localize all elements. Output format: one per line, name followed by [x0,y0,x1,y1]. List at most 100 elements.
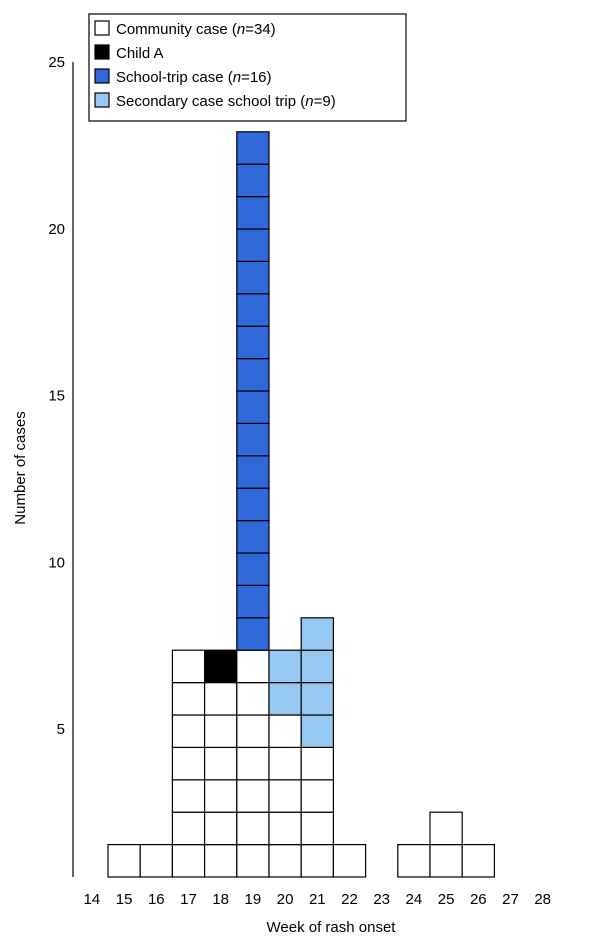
bar-cell [171,714,206,749]
x-tick-label: 27 [502,891,519,908]
bar-cell [107,843,141,878]
legend-series-count: 34 [254,21,271,38]
bar-cell [300,746,335,781]
bar-cell [139,843,173,878]
x-tick-label: 17 [180,891,197,908]
bar-cell [171,649,206,684]
bar-cell [171,681,206,716]
bar-cell [236,811,270,846]
bar-cell [236,519,270,554]
bar-cell [171,746,206,781]
bar-cell [397,843,431,878]
y-axis-title: Number of cases [12,411,29,524]
bar-cell [268,843,302,878]
y-tick-label: 15 [48,388,65,405]
x-tick-label: 18 [212,891,229,908]
bar-cell [268,746,302,781]
bar-cell [300,843,335,878]
legend-swatch [94,68,110,84]
bar-cell [171,811,206,846]
legend-series-name: Community case [116,21,228,38]
legend-swatch [94,20,110,36]
bar-cell [268,714,302,749]
x-tick-label: 25 [438,891,455,908]
bar-cell [204,681,238,716]
x-tick-label: 23 [373,891,390,908]
bar-cell [236,779,270,813]
legend-series-count: 16 [250,69,267,86]
bar-cell [429,811,463,846]
bar-cell [236,422,270,457]
x-tick-label: 19 [245,891,262,908]
bar-cell [300,649,335,684]
legend-series-name: Child A [116,45,164,62]
bar-cell [461,843,496,878]
bar-cell [236,293,270,327]
x-tick-label: 22 [341,891,358,908]
legend-box [88,13,407,122]
bar-cell [236,487,270,522]
bar-cell [236,325,270,360]
x-tick-label: 15 [116,891,133,908]
bar-cell [236,843,270,878]
bar-cell [236,260,270,295]
x-tick-label: 21 [309,891,326,908]
x-tick-labels: 14 15 16 17 18 19 20 21 22 23 24 25 26 27 28 [84,891,551,908]
bar-cell [300,714,335,749]
bar-cell [268,779,302,813]
legend: Community case (n=34) Child A School-trip … [88,13,407,122]
x-tick-label: 14 [84,891,101,908]
bar-cell [204,649,238,684]
bar-cell [204,746,238,781]
bar-cell [236,358,270,392]
legend-label: School-trip case (n=16) [116,69,272,86]
bars [107,131,496,878]
bar-cell [171,779,206,813]
bar-cell [236,584,270,619]
bar-cell [236,617,270,651]
y-tick-label: 25 [48,54,65,71]
x-axis-title: Week of rash onset [267,919,397,936]
bar-cell [236,649,270,684]
bar-cell [171,843,206,878]
bar-cell [332,843,367,878]
bar-cell [300,617,335,651]
x-tick-label: 26 [470,891,487,908]
legend-swatch [94,92,110,108]
bar-cell [236,163,270,198]
bar-cell [300,681,335,716]
bar-cell [236,196,270,230]
y-tick-labels: 5 10 15 20 25 [48,54,65,738]
bar-cell [236,552,270,587]
x-tick-label: 28 [534,891,551,908]
bar-cell [236,390,270,425]
bar-cell [204,811,238,846]
bar-cell [236,746,270,781]
legend-series-name: Secondary case school trip [116,93,296,110]
bar-cell [300,811,335,846]
bar-cell [204,714,238,749]
legend-label: Community case (n=34) [116,21,276,38]
bar-cell [236,681,270,716]
bar-cell [236,714,270,749]
bar-cell [429,843,463,878]
bar-cell [268,649,302,684]
legend-swatch [94,44,110,60]
y-tick-label: 10 [48,554,65,571]
bar-cell [300,779,335,813]
legend-series-count: 9 [322,93,330,110]
y-tick-label: 5 [57,721,65,738]
legend-label: Secondary case school trip (n=9) [116,93,336,110]
bar-cell [236,455,270,489]
x-tick-label: 24 [406,891,423,908]
x-tick-label: 16 [148,891,165,908]
bar-cell [204,843,238,878]
bar-cell [204,779,238,813]
bar-cell [236,131,270,165]
y-tick-label: 20 [48,221,65,238]
x-tick-label: 20 [277,891,294,908]
bar-cell [268,811,302,846]
legend-series-name: School-trip case [116,69,224,86]
bar-cell [268,681,302,716]
